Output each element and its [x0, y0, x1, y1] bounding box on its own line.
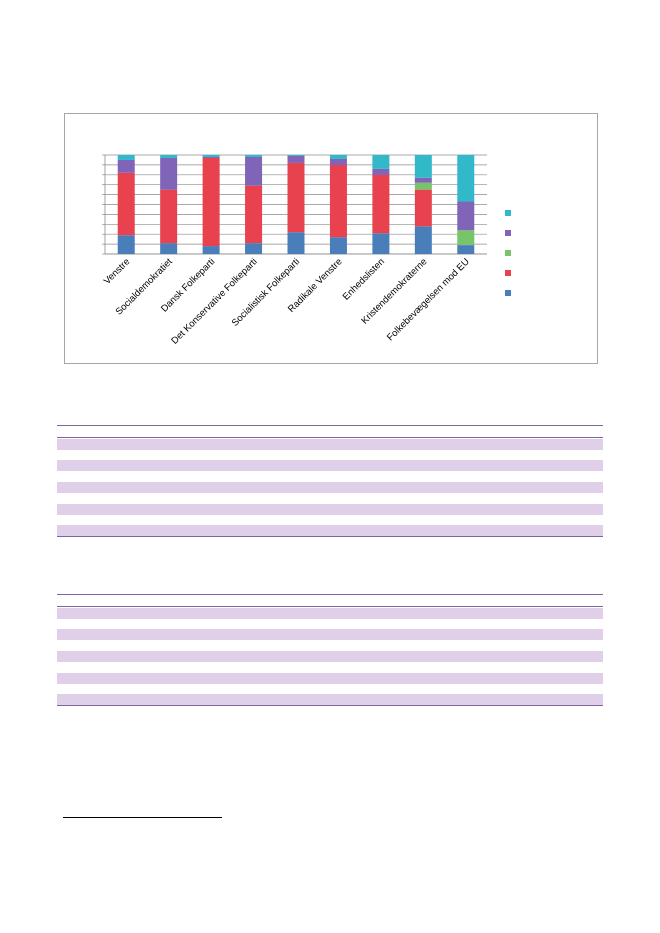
- bar-segment: [287, 155, 305, 156]
- bar-segment: [245, 156, 263, 186]
- chart-area: Venstre Socialdemokratiet Dansk Folkeparti…: [64, 113, 598, 364]
- table-row: [57, 673, 603, 684]
- table-header-rule: [57, 606, 603, 607]
- bar-segment: [245, 185, 263, 244]
- bar-segment: [372, 174, 390, 234]
- bar-segment: [287, 155, 305, 163]
- bar-segment: [329, 155, 347, 159]
- table-header-rule: [57, 437, 603, 438]
- table-row: [57, 439, 603, 450]
- bar-segment: [202, 156, 220, 158]
- legend-swatch: [505, 290, 511, 296]
- bar-segment: [117, 235, 135, 254]
- bar-segment: [372, 168, 390, 175]
- bar-segment: [117, 172, 135, 236]
- bar-segment: [117, 159, 135, 173]
- legend-swatch: [505, 270, 511, 276]
- bar-segment: [202, 157, 220, 247]
- bar-segment: [414, 182, 432, 190]
- bar-segment: [457, 245, 475, 254]
- table-top-rule: [57, 425, 603, 426]
- table-row: [57, 651, 603, 662]
- bar-segment: [202, 155, 220, 157]
- table-bottom-rule: [57, 536, 603, 537]
- bar-segment: [245, 155, 263, 157]
- bar-segment: [372, 155, 390, 169]
- footnote-separator: [63, 817, 222, 818]
- table-row: [57, 525, 603, 536]
- bar-segment: [117, 155, 135, 160]
- bar-segment: [414, 155, 432, 178]
- bar-segment: [160, 189, 178, 244]
- table-row: [57, 460, 603, 471]
- bar-segment: [414, 226, 432, 254]
- bar-segment: [457, 201, 475, 231]
- legend-swatch: [505, 210, 511, 216]
- table-row: [57, 694, 603, 705]
- x-tick-label: Venstre: [102, 256, 133, 287]
- data-table-1: [57, 425, 603, 537]
- bar-segment: [372, 233, 390, 254]
- table-row: [57, 608, 603, 619]
- bar-segment: [160, 155, 178, 158]
- table-row: [57, 629, 603, 640]
- bar-segment: [160, 157, 178, 190]
- bar-segment: [287, 232, 305, 254]
- x-tick-label: Det Konservative Folkeparti: [169, 256, 259, 346]
- bar-segment: [329, 158, 347, 165]
- table-row: [57, 504, 603, 515]
- bar-segment: [245, 243, 263, 254]
- bar-segment: [202, 246, 220, 254]
- x-tick-label: Enhedslisten: [341, 256, 387, 302]
- data-table-2: [57, 594, 603, 706]
- bar-segment: [457, 155, 475, 202]
- bar-segment: [329, 237, 347, 254]
- bar-segment: [457, 230, 475, 246]
- bar-segment: [287, 162, 305, 233]
- table-top-rule: [57, 594, 603, 595]
- x-tick-label: Folkebevægelsen mod EU: [385, 256, 472, 343]
- bar-segment: [414, 177, 432, 183]
- table-bottom-rule: [57, 705, 603, 706]
- legend-swatch: [505, 230, 511, 236]
- legend-swatch: [505, 250, 511, 256]
- bar-segment: [414, 189, 432, 227]
- bar-segment: [329, 164, 347, 238]
- bar-segment: [160, 243, 178, 254]
- table-row: [57, 482, 603, 493]
